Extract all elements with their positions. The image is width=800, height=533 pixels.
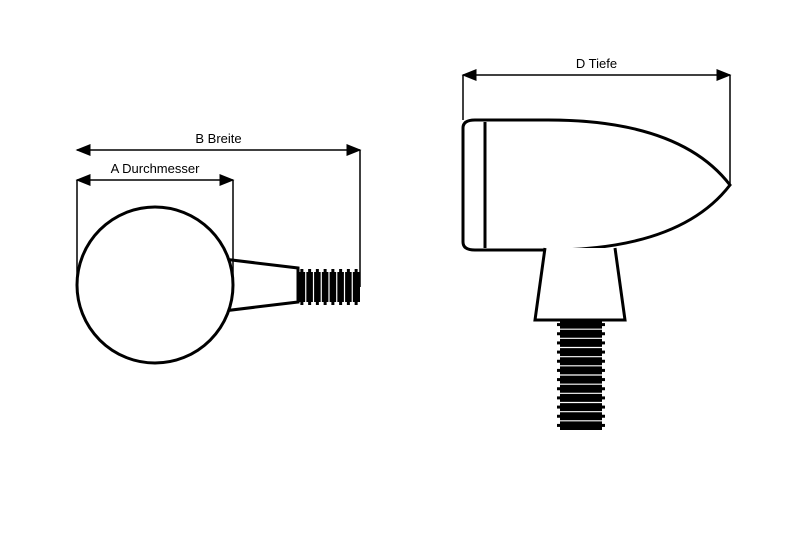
technical-diagram: A Durchmesser B Breite D Tiefe <box>0 0 800 533</box>
front-circle <box>77 207 233 363</box>
front-bolt <box>298 269 360 305</box>
side-neck <box>535 248 625 320</box>
dim-a-label: A Durchmesser <box>111 161 201 176</box>
side-body <box>463 120 730 250</box>
side-bolt <box>557 320 605 430</box>
dim-b-label: B Breite <box>195 131 241 146</box>
dim-d-label: D Tiefe <box>576 56 617 71</box>
